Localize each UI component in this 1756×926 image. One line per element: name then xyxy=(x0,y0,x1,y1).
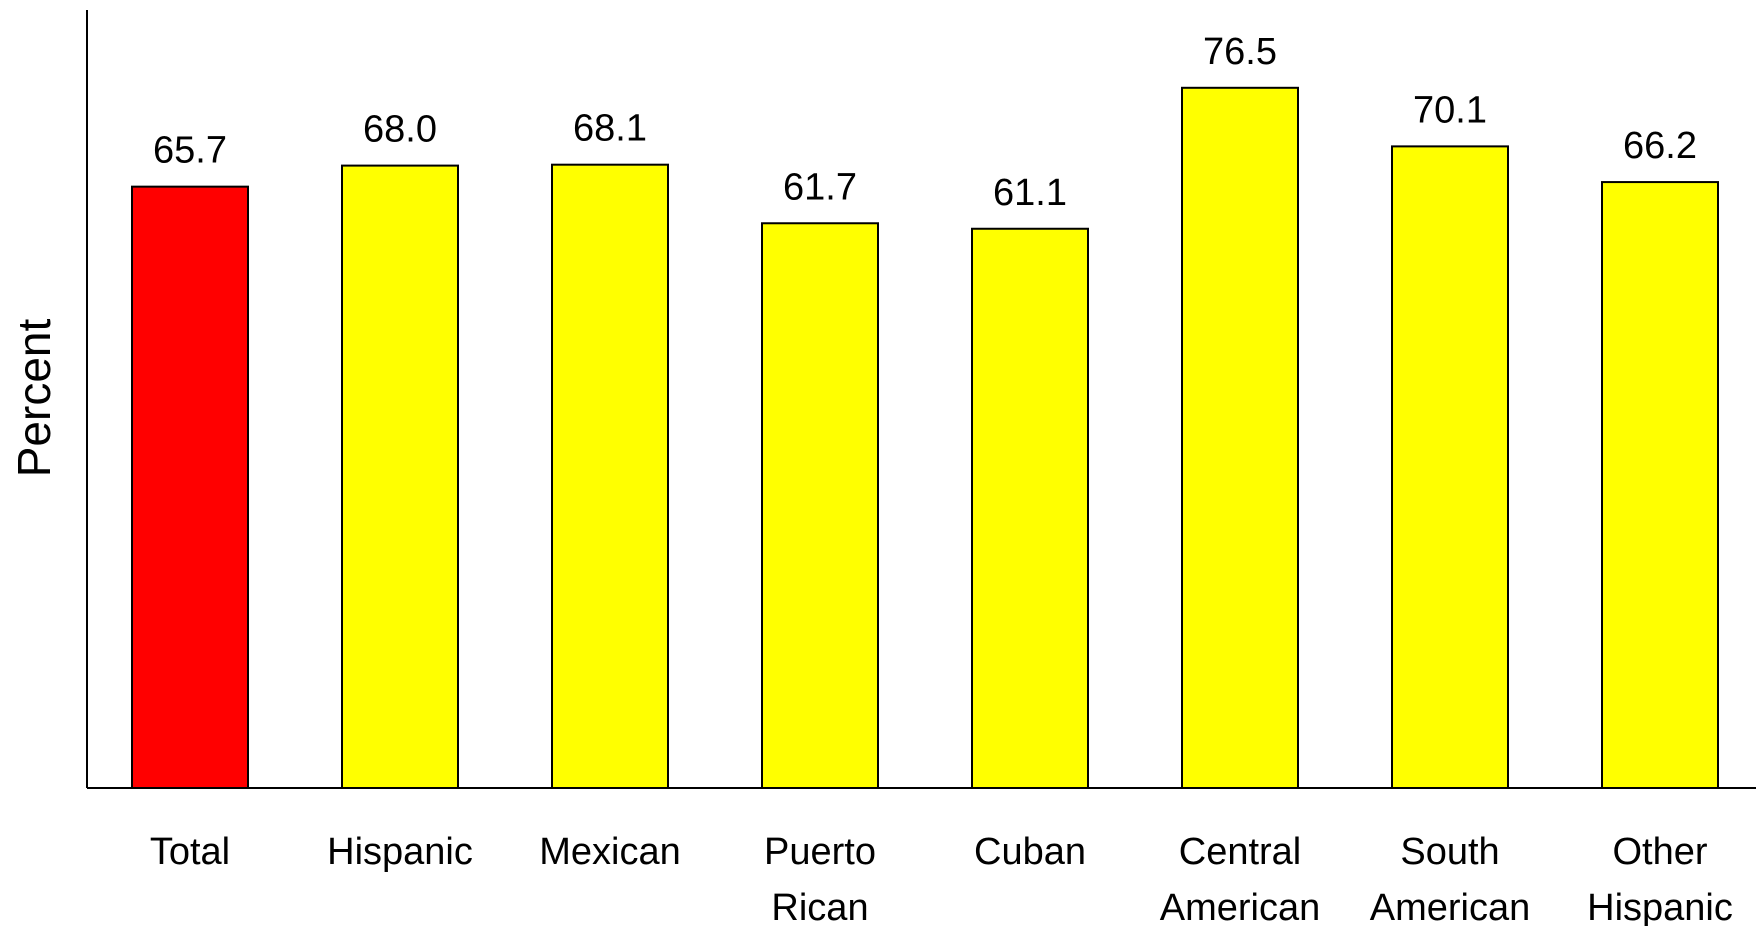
tick-labels-group: Total Hispanic Mexican Puerto Rican Cuban Cent… xyxy=(150,831,1733,926)
value-labels-group: 65.7 68.0 68.1 61.7 61.1 76.5 70.1 66.2 xyxy=(153,31,1697,214)
value-label-5: 76.5 xyxy=(1203,31,1277,73)
bar-2 xyxy=(551,163,669,790)
value-label-7: 66.2 xyxy=(1623,125,1697,167)
bar-4 xyxy=(971,227,1089,789)
tick-label-0-0: Total xyxy=(150,831,230,873)
value-label-3: 61.7 xyxy=(783,166,857,208)
bar-5 xyxy=(1181,86,1299,790)
bar-0 xyxy=(131,185,249,789)
value-label-4: 61.1 xyxy=(993,172,1067,214)
tick-label-7-0: Other xyxy=(1612,831,1707,873)
bar-1 xyxy=(341,164,459,790)
value-label-1: 68.0 xyxy=(363,109,437,151)
tick-label-3-0: Puerto xyxy=(764,831,876,873)
tick-label-7-1: Hispanic xyxy=(1587,887,1733,926)
value-label-2: 68.1 xyxy=(573,108,647,150)
tick-label-5-0: Central xyxy=(1179,831,1302,873)
bar-7 xyxy=(1601,181,1719,789)
bar-3 xyxy=(761,222,879,789)
bars-group xyxy=(131,86,1719,790)
y-axis-label: Percent xyxy=(8,319,60,478)
tick-label-4-0: Cuban xyxy=(974,831,1086,873)
tick-label-6-1: American xyxy=(1370,887,1531,926)
tick-label-6-0: South xyxy=(1400,831,1499,873)
tick-label-3-1: Rican xyxy=(771,887,868,926)
tick-label-5-1: American xyxy=(1160,887,1321,926)
value-label-6: 70.1 xyxy=(1413,89,1487,131)
bar-6 xyxy=(1391,145,1509,789)
value-label-0: 65.7 xyxy=(153,130,227,172)
tick-label-1-0: Hispanic xyxy=(327,831,473,873)
tick-label-2-0: Mexican xyxy=(539,831,681,873)
